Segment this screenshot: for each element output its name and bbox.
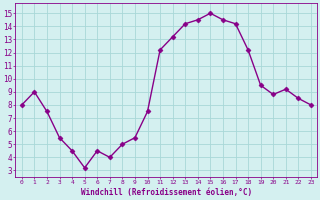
X-axis label: Windchill (Refroidissement éolien,°C): Windchill (Refroidissement éolien,°C): [81, 188, 252, 197]
